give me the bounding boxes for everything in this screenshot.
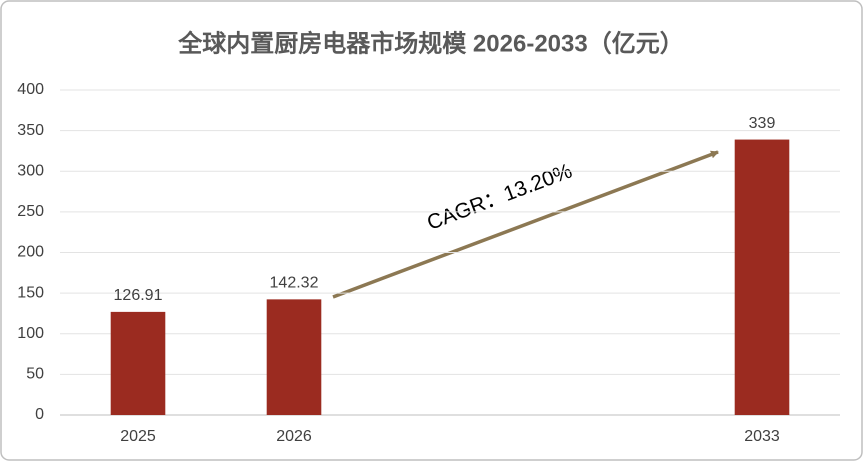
bar — [266, 299, 322, 415]
y-tick-label: 200 — [17, 244, 44, 261]
y-tick-label: 350 — [17, 122, 44, 139]
y-tick-label: 300 — [17, 162, 44, 179]
y-tick-label: 100 — [17, 325, 44, 342]
x-tick-label: 2033 — [744, 428, 780, 445]
y-tick-label: 50 — [26, 366, 44, 383]
chart-title: 全球内置厨房电器市场规模 2026-2033（亿元） — [177, 29, 683, 57]
value-label: 126.91 — [114, 287, 163, 304]
y-tick-label: 400 — [17, 81, 44, 98]
y-tick-label: 150 — [17, 284, 44, 301]
x-tick-label: 2026 — [276, 428, 312, 445]
cagr-arrow — [332, 150, 719, 299]
y-tick-label: 250 — [17, 203, 44, 220]
value-label: 142.32 — [270, 275, 319, 292]
bar — [734, 139, 790, 415]
y-tick-label: 0 — [35, 406, 44, 423]
bar — [110, 311, 166, 415]
value-label: 339 — [749, 115, 776, 132]
x-tick-label: 2025 — [120, 428, 156, 445]
